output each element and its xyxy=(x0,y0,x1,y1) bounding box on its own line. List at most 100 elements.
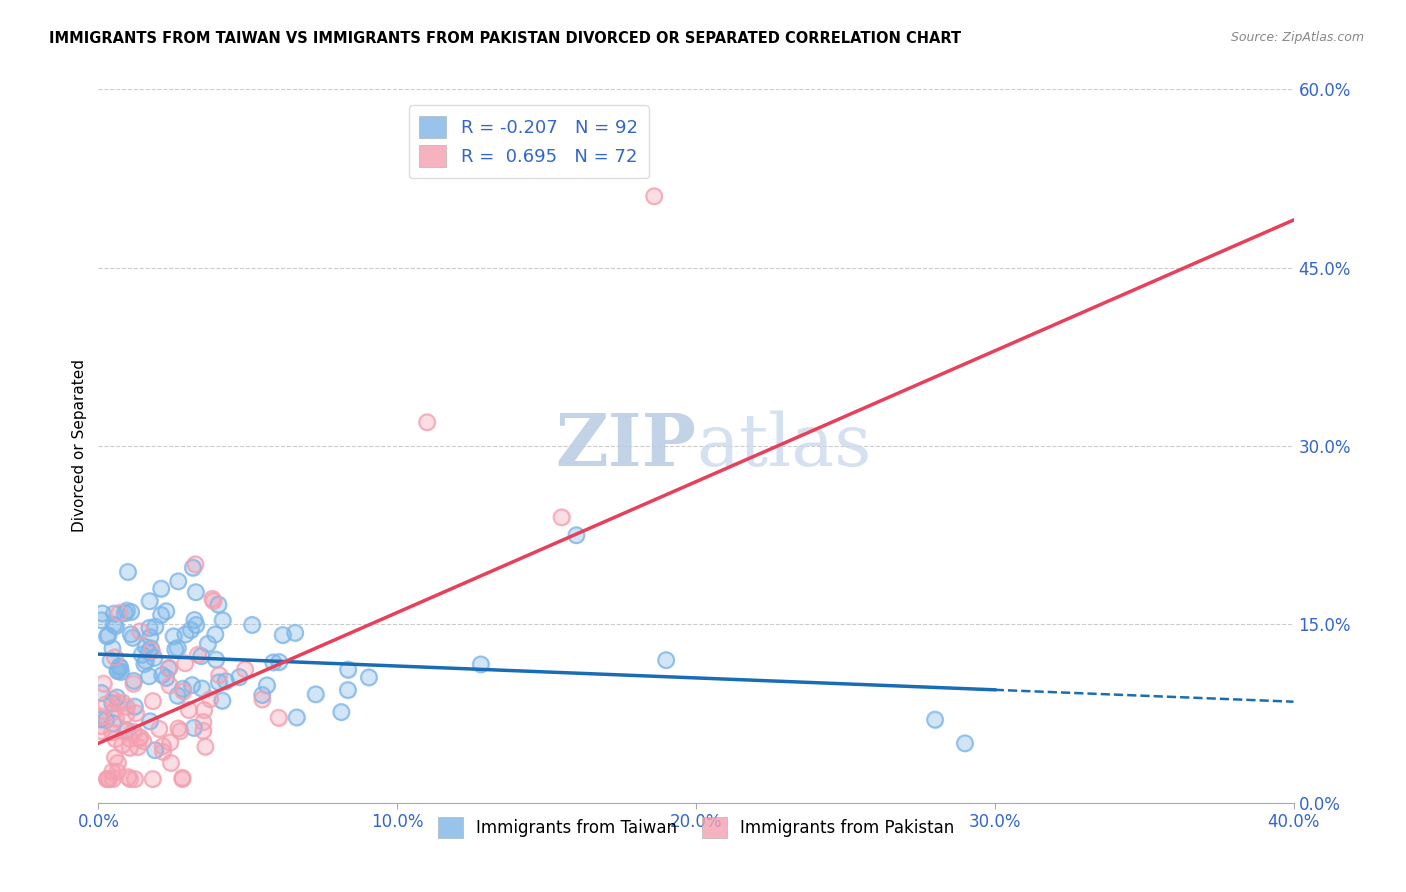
Point xyxy=(194,739,217,754)
Point xyxy=(94,698,117,712)
Point xyxy=(150,668,173,682)
Point xyxy=(101,692,124,706)
Point xyxy=(104,619,127,633)
Text: Source: ZipAtlas.com: Source: ZipAtlas.com xyxy=(1230,31,1364,45)
Point xyxy=(215,674,238,689)
Point xyxy=(138,621,160,635)
Point xyxy=(115,699,138,714)
Point xyxy=(267,711,290,725)
Point xyxy=(152,739,174,754)
Point xyxy=(129,731,152,745)
Point xyxy=(132,734,155,748)
Point xyxy=(103,705,125,719)
Point xyxy=(107,696,129,710)
Point xyxy=(143,651,166,665)
Point xyxy=(142,772,165,786)
Point xyxy=(111,738,134,752)
Point xyxy=(104,712,127,726)
Point xyxy=(114,724,136,739)
Point xyxy=(134,654,156,668)
Point xyxy=(193,703,215,717)
Point xyxy=(416,415,439,429)
Point xyxy=(180,623,202,637)
Point xyxy=(101,696,124,710)
Point xyxy=(111,696,134,710)
Point xyxy=(169,724,191,739)
Point xyxy=(240,617,263,632)
Point xyxy=(98,772,121,786)
Point xyxy=(565,528,588,542)
Point xyxy=(91,607,114,621)
Point xyxy=(184,585,207,599)
Point xyxy=(117,770,139,784)
Point xyxy=(115,699,138,714)
Point xyxy=(141,643,163,657)
Point xyxy=(190,681,212,696)
Point xyxy=(152,739,174,754)
Point xyxy=(107,756,129,770)
Point xyxy=(187,648,209,662)
Point xyxy=(197,637,219,651)
Point xyxy=(655,653,678,667)
Y-axis label: Divorced or Separated: Divorced or Separated xyxy=(72,359,87,533)
Point xyxy=(108,661,131,675)
Point xyxy=(252,692,274,706)
Point xyxy=(107,664,129,678)
Point xyxy=(103,607,125,621)
Point xyxy=(103,607,125,621)
Point xyxy=(118,731,141,746)
Point xyxy=(643,189,665,203)
Point xyxy=(228,670,250,684)
Point xyxy=(120,605,142,619)
Point xyxy=(103,705,125,719)
Point xyxy=(271,628,294,642)
Point xyxy=(108,659,131,673)
Point xyxy=(197,637,219,651)
Point xyxy=(131,648,153,662)
Point xyxy=(174,657,197,671)
Point xyxy=(122,676,145,690)
Point xyxy=(184,618,207,632)
Point xyxy=(104,732,127,747)
Point xyxy=(139,714,162,729)
Point xyxy=(134,657,156,671)
Point xyxy=(104,650,127,665)
Point xyxy=(104,619,127,633)
Point xyxy=(172,772,194,786)
Point xyxy=(165,642,187,657)
Point xyxy=(159,735,181,749)
Point xyxy=(953,736,976,750)
Point xyxy=(94,713,117,727)
Point xyxy=(148,722,170,736)
Point xyxy=(117,565,139,579)
Point xyxy=(107,664,129,678)
Point xyxy=(94,713,117,727)
Point xyxy=(165,642,187,657)
Point xyxy=(118,772,141,786)
Point xyxy=(110,665,132,679)
Point xyxy=(655,653,678,667)
Point xyxy=(193,723,215,738)
Point xyxy=(104,650,127,665)
Point xyxy=(118,740,141,755)
Point xyxy=(184,558,207,572)
Point xyxy=(208,668,231,682)
Point xyxy=(101,716,124,731)
Point xyxy=(152,745,174,759)
Point xyxy=(336,683,359,698)
Point xyxy=(97,628,120,642)
Point xyxy=(104,732,127,747)
Point xyxy=(155,671,177,685)
Point xyxy=(187,648,209,662)
Point xyxy=(181,678,204,692)
Point xyxy=(121,631,143,645)
Legend: Immigrants from Taiwan, Immigrants from Pakistan: Immigrants from Taiwan, Immigrants from … xyxy=(430,811,962,845)
Point xyxy=(90,686,112,700)
Point xyxy=(211,613,233,627)
Point xyxy=(122,673,145,688)
Point xyxy=(138,645,160,659)
Point xyxy=(152,745,174,759)
Point xyxy=(172,681,194,696)
Point xyxy=(330,705,353,719)
Point xyxy=(143,743,166,757)
